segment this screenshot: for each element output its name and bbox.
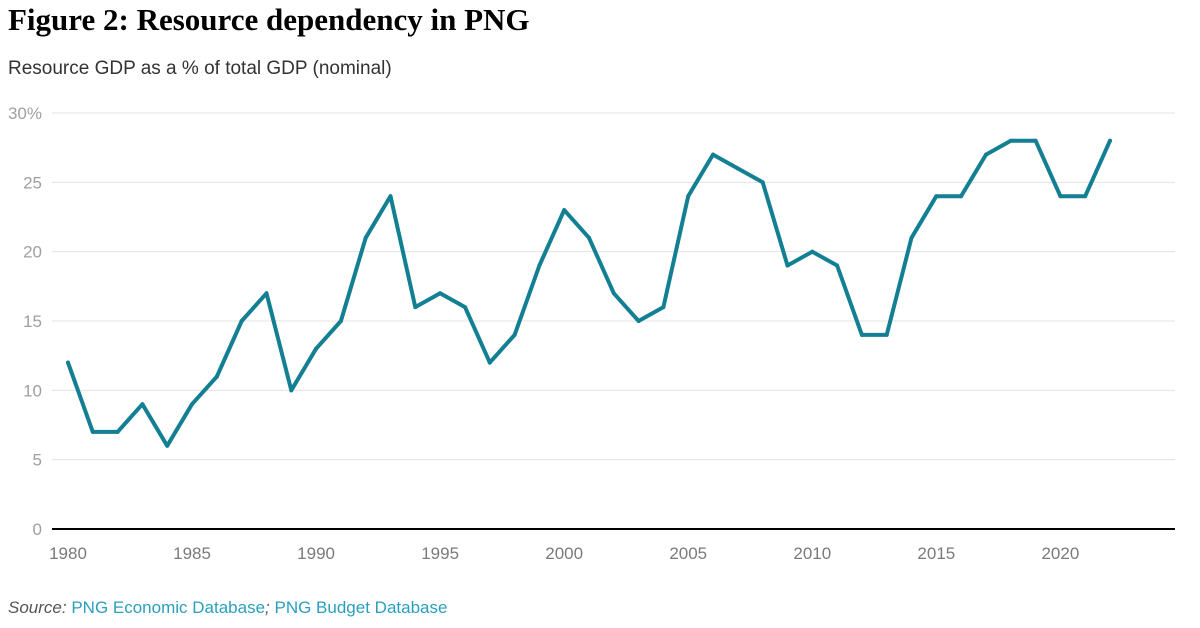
data-point-1988 [264,291,269,296]
data-point-1999 [537,263,542,268]
data-point-2003 [636,319,641,323]
data-point-2013 [884,332,889,337]
x-tick-label: 1985 [173,544,211,563]
data-point-1993 [388,194,393,199]
series-line [66,138,1112,448]
grid-lines [52,112,1175,461]
source-label: Source: [8,598,67,617]
data-point-1987 [239,319,244,323]
y-tick-label: 25 [23,173,42,192]
y-tick-label: 15 [23,312,42,331]
data-point-2012 [859,332,864,337]
data-point-1992 [363,235,368,240]
data-point-2007 [735,166,740,171]
source-link-economic-database[interactable]: PNG Economic Database [71,598,266,617]
x-tick-label: 1980 [49,544,87,563]
data-point-2018 [1008,138,1013,143]
data-point-1980 [66,360,70,365]
data-point-2010 [810,249,815,254]
data-point-2006 [711,152,716,157]
y-tick-label: 30% [8,104,42,123]
data-point-2015 [934,194,939,199]
chart-subtitle: Resource GDP as a % of total GDP (nomina… [8,58,392,79]
data-point-1986 [214,374,219,379]
x-tick-label: 2000 [545,544,583,563]
y-tick-label: 10 [23,381,42,400]
data-point-1983 [140,402,145,407]
x-axis-tick-labels: 1980 1985 1990 1995 2000 2005 2010 2015 2020 [49,544,1079,563]
chart-title: Figure 2: Resource dependency in PNG [8,2,530,37]
data-point-1995 [438,291,443,296]
data-point-1994 [413,305,418,310]
data-point-2014 [909,235,914,240]
data-point-2009 [785,263,790,268]
source-link-budget-database[interactable]: PNG Budget Database [274,598,448,617]
data-point-1985 [190,402,195,407]
source-note: Source: PNG Economic Database; PNG Budge… [8,598,447,618]
data-point-1991 [338,319,343,323]
data-point-2016 [959,194,964,199]
data-point-1989 [289,388,294,393]
source-separator: ; [265,598,270,617]
data-point-2005 [686,194,691,199]
data-point-1997 [487,360,492,365]
x-tick-label: 2005 [669,544,707,563]
x-tick-label: 1995 [421,544,459,563]
data-point-2020 [1058,194,1063,199]
data-point-2004 [661,305,666,310]
data-point-1990 [314,346,319,351]
data-point-2019 [1033,138,1038,143]
data-point-1982 [115,429,120,434]
y-axis-tick-labels: 0 5 10 15 20 25 30% [8,104,42,539]
data-point-2002 [611,291,616,296]
x-tick-label: 2015 [917,544,955,563]
data-point-2008 [760,180,765,185]
y-tick-label: 0 [33,520,42,539]
x-tick-label: 2010 [793,544,831,563]
x-tick-label: 2020 [1041,544,1079,563]
y-tick-label: 5 [33,451,42,470]
data-point-1984 [165,443,170,448]
data-point-2022 [1108,138,1112,143]
y-tick-label: 20 [23,243,42,262]
data-point-2001 [587,235,591,240]
data-point-2021 [1083,194,1088,199]
data-point-2011 [835,263,840,268]
data-point-1981 [90,429,95,434]
data-point-1998 [512,332,517,337]
data-points [66,138,1112,448]
data-point-2017 [983,152,988,157]
x-tick-label: 1990 [297,544,335,563]
data-point-1996 [462,305,467,310]
data-point-2000 [562,208,567,213]
